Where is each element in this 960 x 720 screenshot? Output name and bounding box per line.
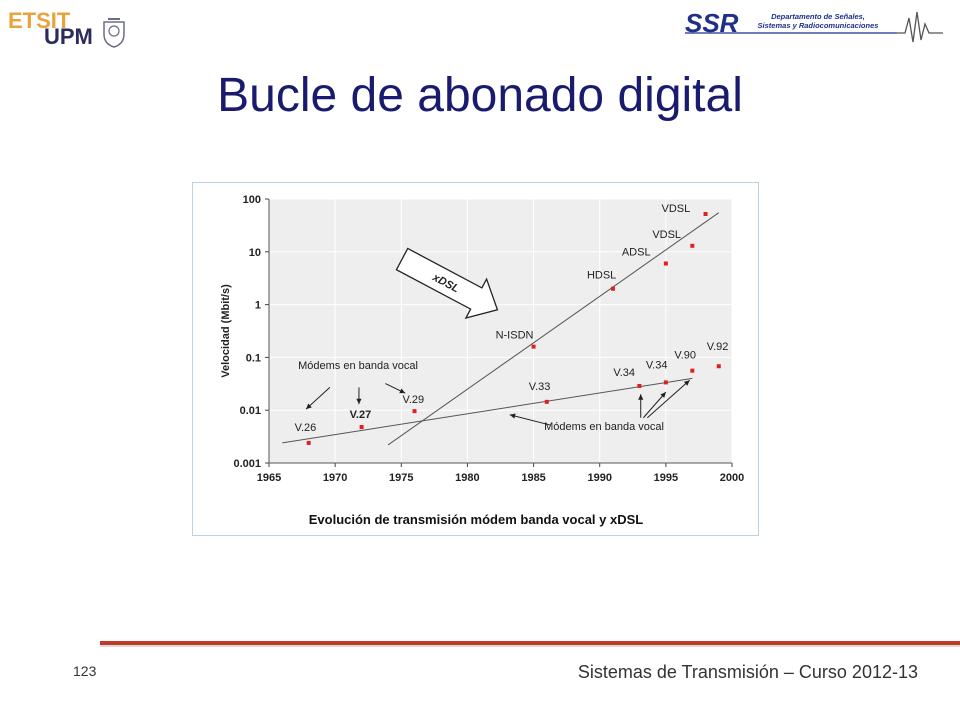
chart-annotations: xDSL Módems en banda vocal Módems en banda… <box>298 247 691 433</box>
data-point <box>610 286 615 291</box>
chart-grid <box>268 198 733 464</box>
annotation-modems-top: Módems en banda vocal <box>298 360 418 372</box>
trend-lines <box>282 212 720 446</box>
data-point <box>637 383 642 388</box>
slide-title: Bucle de abonado digital <box>217 69 743 122</box>
data-point-label: V.29 <box>403 394 425 406</box>
xdsl-arrow-shape <box>395 247 499 319</box>
x-tick-label: 1990 <box>587 472 611 484</box>
chart-axes: 1965 1970 1975 1980 1985 1990 1995 2000 0.001 0.0… <box>233 194 744 484</box>
data-point-label: V.26 <box>295 422 317 434</box>
data-point <box>663 261 668 266</box>
signal-wave-icon <box>685 11 943 43</box>
logo-etsit-text: ETSIT <box>8 8 71 33</box>
department-name: Departamento de Señales, Sistemas y Radi… <box>743 12 893 30</box>
modems-bottom-arrow-4-head <box>683 380 690 386</box>
y-tick-label: 100 <box>243 194 261 206</box>
chart-figure: 1965 1970 1975 1980 1985 1990 1995 2000 0.001 0.0… <box>192 182 759 536</box>
modems-bottom-arrow-1 <box>509 414 551 426</box>
data-point-label: ADSL <box>622 247 651 259</box>
modems-bottom-arrow-4 <box>647 379 691 419</box>
data-point-label: V.92 <box>707 341 729 353</box>
data-point <box>359 425 364 430</box>
department-line-2: Sistemas y Radiocomunicaciones <box>757 21 879 30</box>
modems-bottom-arrow-3-head <box>660 392 666 398</box>
modems-bottom-arrow-1-head <box>509 413 516 419</box>
data-point-label: V.27 <box>350 409 372 421</box>
plot-background <box>269 199 732 463</box>
y-tick-label: 0.1 <box>246 352 261 364</box>
data-point-label: HDSL <box>587 270 616 282</box>
modems-bottom-arrow-3 <box>642 391 667 419</box>
y-tick-label: 0.001 <box>233 458 261 470</box>
trend-line <box>282 377 693 444</box>
ssr-logo-text: SSR <box>685 8 739 38</box>
data-point-label: V.34 <box>613 367 635 379</box>
page-number: 123 <box>73 663 97 679</box>
data-point-label: V.34 <box>646 359 668 371</box>
xdsl-arrow: xDSL <box>395 247 499 319</box>
trend-line <box>387 212 720 446</box>
modems-top-arrow-2-head <box>356 398 362 405</box>
x-tick-label: 1985 <box>521 472 545 484</box>
x-tick-label: 1970 <box>323 472 347 484</box>
annotation-modems-bottom: Módems en banda vocal <box>544 421 664 433</box>
data-point-label: VDSL <box>662 203 691 215</box>
x-tick-label: 1975 <box>389 472 413 484</box>
y-tick-label: 1 <box>255 300 261 312</box>
modems-top-arrow-1-head <box>306 403 312 410</box>
x-tick-label: 2000 <box>720 472 744 484</box>
data-point <box>412 409 417 414</box>
y-axis-label: Velocidad (Mbit/s) <box>220 284 232 378</box>
data-point <box>690 368 695 373</box>
x-tick-label: 1980 <box>455 472 479 484</box>
etsit-upm-logo: ETSIT UPM <box>8 8 128 49</box>
data-point-label: N-ISDN <box>496 330 534 342</box>
data-point-label: VDSL <box>652 229 681 241</box>
data-point-labels: V.26 V.27 V.29 V.33 V.34 V.34 V.90 V.92 N-ISDN HD… <box>295 203 729 434</box>
x-tick-label: 1965 <box>257 472 281 484</box>
data-points <box>306 211 721 445</box>
data-point-label: V.90 <box>674 350 696 362</box>
modems-top-arrow-3-head <box>399 388 406 394</box>
xdsl-evolution-chart: 1965 1970 1975 1980 1985 1990 1995 2000 0.001 0.0… <box>220 194 744 527</box>
footer-divider-shadow <box>100 645 960 647</box>
data-point <box>306 440 311 445</box>
modems-bottom-arrow-2-head <box>638 394 644 400</box>
chart-title: Evolución de transmisión módem banda voc… <box>309 512 644 527</box>
course-name: Sistemas de Transmisión – Curso 2012-13 <box>577 662 918 682</box>
data-point-label: V.33 <box>529 381 551 393</box>
data-point <box>716 364 721 369</box>
ssr-department-logo: SSR Departamento de Señales, Sistemas y … <box>685 6 955 46</box>
logo-upm-text: UPM <box>44 24 93 49</box>
x-tick-label: 1995 <box>654 472 678 484</box>
data-point <box>703 211 708 216</box>
department-line-1: Departamento de Señales, <box>771 12 865 21</box>
y-tick-label: 10 <box>249 247 261 259</box>
data-point <box>690 243 695 248</box>
data-point <box>544 399 549 404</box>
footer-divider <box>100 641 960 645</box>
crest-icon <box>103 18 125 48</box>
data-point <box>531 344 536 349</box>
y-tick-label: 0.01 <box>240 405 261 417</box>
data-point <box>663 380 668 385</box>
